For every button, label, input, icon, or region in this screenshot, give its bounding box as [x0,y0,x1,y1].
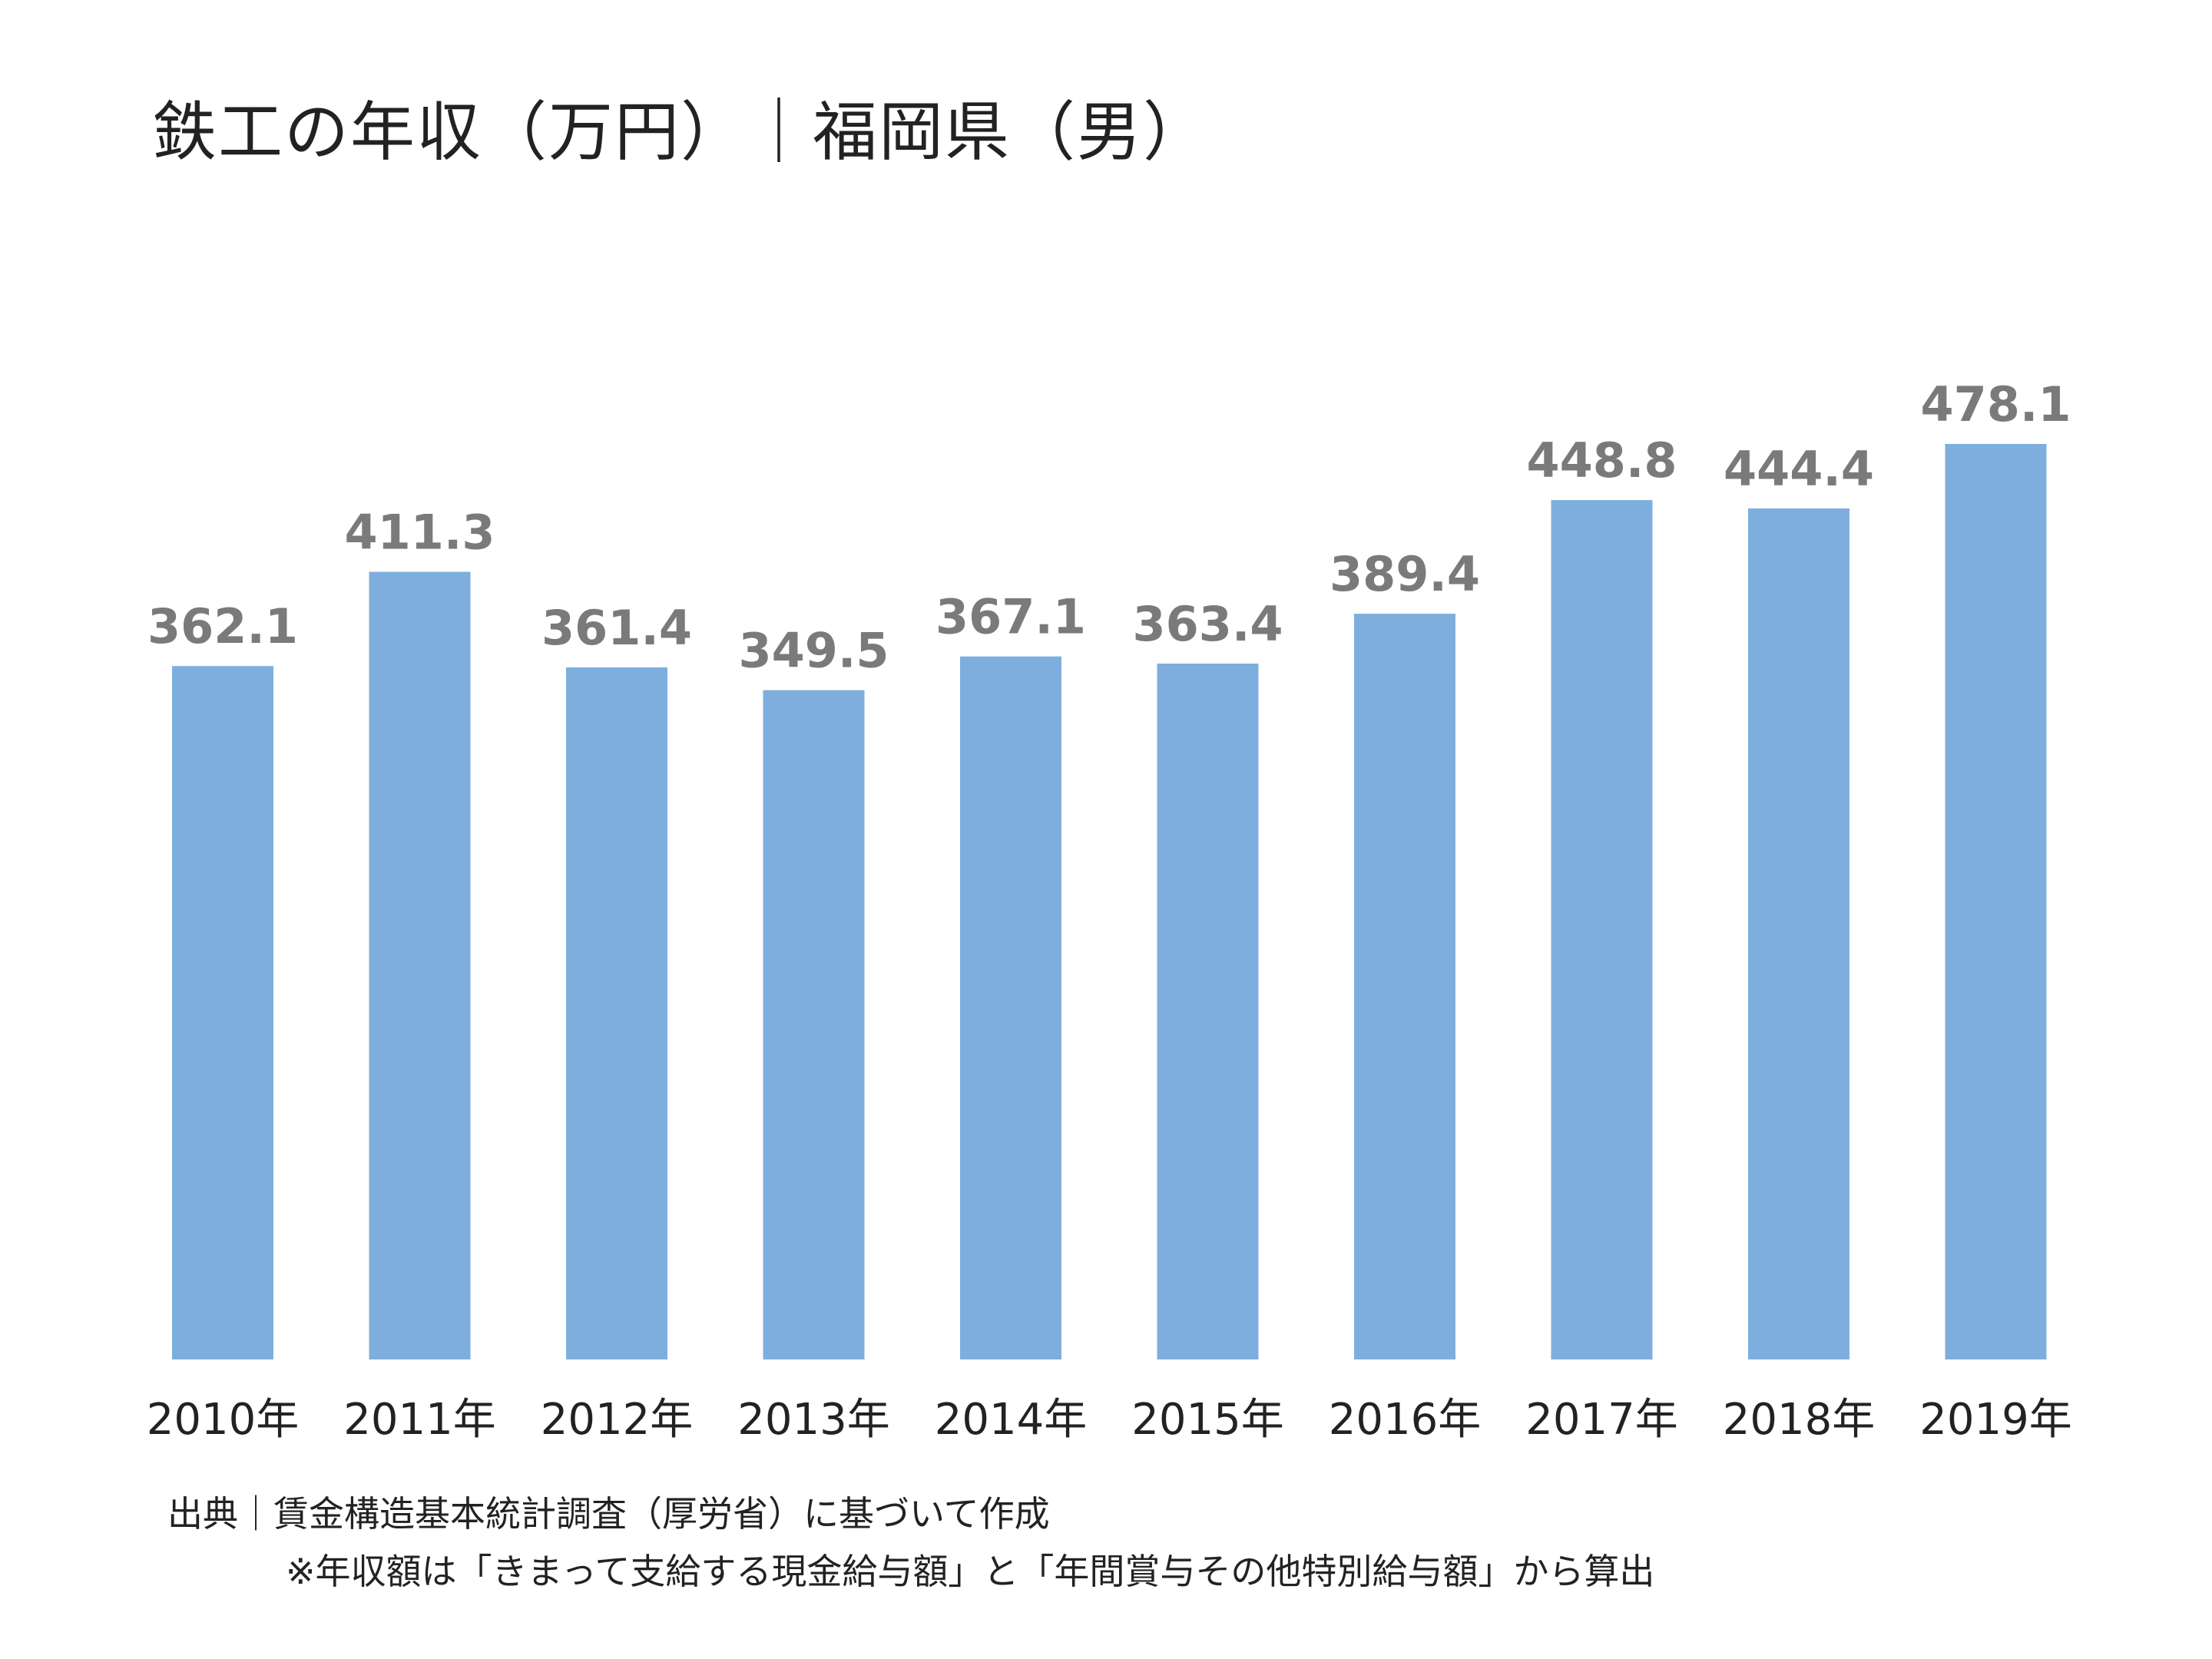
category-label: 2016年 [1329,1395,1482,1445]
bar-2011年 [369,571,471,1359]
bar-2015年 [1157,664,1259,1359]
value-label: 478.1 [1920,376,2071,432]
chart-title: 鉄工の年収（万円）｜福岡県（男） [152,94,1210,170]
bars-layer [172,444,2047,1359]
value-label: 349.5 [738,623,889,679]
value-label: 444.4 [1724,441,1874,497]
category-label: 2010年 [147,1395,300,1445]
calculation-note: ※年収額は「きまって支給する現金給与額」と「年間賞与その他特別給与額」から算出 [286,1551,1655,1592]
value-label: 448.8 [1526,432,1677,488]
value-label: 362.1 [147,598,298,654]
value-label: 411.3 [344,505,495,561]
source-note: 出典｜賃金構造基本統計調査（厚労省）に基づいて作成 [167,1493,1050,1535]
value-label: 367.1 [935,589,1086,645]
category-label: 2014年 [935,1395,1088,1445]
bar-2018年 [1748,508,1849,1359]
bar-2017年 [1551,500,1653,1359]
bar-2019年 [1945,444,2047,1359]
bar-2013年 [763,690,865,1359]
value-label: 361.4 [541,600,692,656]
category-label: 2013年 [737,1395,890,1445]
bar-2012年 [566,667,667,1359]
category-label: 2012年 [541,1395,694,1445]
value-label: 389.4 [1330,546,1480,602]
bar-2014年 [960,656,1061,1359]
bar-2016年 [1354,614,1455,1359]
category-label: 2019年 [1919,1395,2072,1445]
value-label: 363.4 [1132,596,1283,652]
bar-2010年 [172,666,273,1359]
category-label: 2018年 [1723,1395,1876,1445]
value-labels-layer: 362.1 411.3 361.4 349.5 367.1 363.4 389.4 448.8… [147,376,2071,679]
category-label: 2011年 [343,1395,496,1445]
category-label: 2015年 [1131,1395,1284,1445]
category-labels-layer: 2010年 2011年 2012年 2013年 2014年 2015年 2016年 2017年… [147,1395,2072,1445]
category-label: 2017年 [1525,1395,1678,1445]
